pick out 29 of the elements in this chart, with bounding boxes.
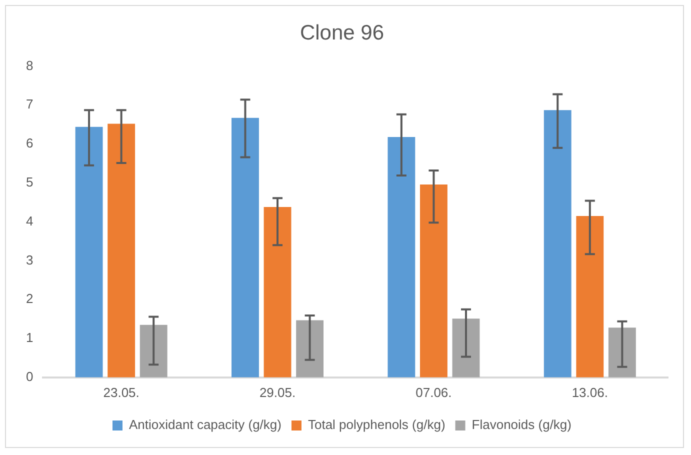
- chart-title: Clone 96: [300, 21, 384, 44]
- bar: [544, 110, 572, 378]
- x-tick-label: 13.06.: [572, 384, 608, 400]
- bar: [108, 124, 136, 378]
- y-tick-label: 2: [26, 291, 34, 306]
- legend-label: Total polyphenols (g/kg): [308, 417, 446, 432]
- bar: [420, 184, 448, 378]
- x-tick-label: 29.05.: [259, 384, 296, 400]
- y-tick-label: 7: [26, 96, 34, 112]
- bar: [608, 328, 636, 378]
- legend-label: Flavonoids (g/kg): [472, 417, 572, 432]
- legend-label: Antioxidant capacity (g/kg): [129, 417, 282, 432]
- y-tick-label: 1: [26, 330, 34, 346]
- x-tick-label: 23.05.: [103, 384, 140, 400]
- bar: [264, 207, 292, 378]
- bar: [452, 318, 480, 378]
- y-tick-label: 5: [26, 174, 34, 190]
- y-tick-label: 3: [26, 252, 34, 268]
- y-tick-label: 8: [26, 58, 34, 73]
- bar: [75, 126, 103, 378]
- y-tick-label: 6: [26, 136, 34, 151]
- y-tick-label: 4: [26, 213, 34, 228]
- x-tick-label: 07.06.: [416, 384, 452, 400]
- bar: [576, 216, 604, 378]
- y-tick-label: 0: [26, 368, 34, 384]
- bar: [232, 118, 259, 378]
- bar: [388, 137, 416, 378]
- bar: [296, 320, 324, 378]
- bar: [140, 324, 168, 378]
